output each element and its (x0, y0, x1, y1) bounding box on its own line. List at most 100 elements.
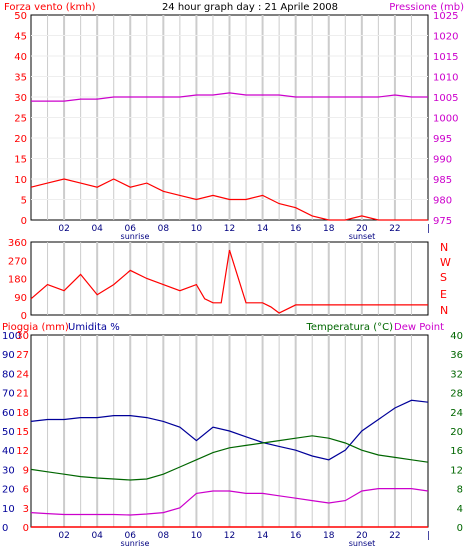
wind-direction-line (30, 249, 428, 314)
rain-tick-label: 18 (16, 408, 29, 419)
pressure-tick-label: 985 (433, 175, 452, 186)
pressure-tick-label: 1025 (433, 11, 458, 22)
temperature-tick-label: 36 (450, 350, 463, 361)
direction-panel: 0 90 180 270 360 N W S E N (8, 238, 451, 322)
sunset-label-bottom: sunset (349, 539, 376, 548)
wind-tick-label: 50 (14, 11, 27, 22)
wind-axis-label: Forza vento (kmh) (4, 2, 96, 13)
rain-tick-label: 27 (16, 350, 29, 361)
rain-tick-label: 0 (23, 523, 29, 534)
p3-hour-label: 08 (158, 531, 170, 541)
p3-hour-label: 20 (356, 531, 368, 541)
wind-speed-line (30, 178, 428, 221)
humidity-tick-label: 40 (2, 446, 15, 457)
dewpoint-line (30, 488, 429, 516)
direction-tick-label: 90 (14, 293, 27, 304)
temperature-tick-label: 16 (450, 446, 463, 457)
pressure-tick-label: 990 (433, 155, 452, 166)
wind-tick-label: 35 (14, 73, 27, 84)
p1-hour-label: 22 (389, 224, 400, 234)
pressure-axis-label: Pressione (mb) (389, 2, 464, 13)
p1-hour-label: 10 (191, 224, 203, 234)
rain-tick-label: 12 (16, 446, 29, 457)
temp-humidity-panel: 0102030405060708090100036912151821242730… (2, 322, 463, 548)
p3-hour-label: 04 (91, 531, 103, 541)
p3-hour-label: 10 (191, 531, 203, 541)
humidity-tick-label: 60 (2, 408, 15, 419)
direction-grid (47, 242, 412, 315)
direction-label-s: S (440, 271, 447, 284)
pressure-tick-label: 1005 (433, 93, 458, 104)
wind-tick-label: 30 (14, 93, 27, 104)
p1-hour-label: 16 (290, 224, 302, 234)
rain-tick-label: 24 (16, 369, 29, 380)
pressure-tick-label: 980 (433, 196, 452, 207)
wind-tick-label: 40 (14, 52, 27, 63)
humidity-tick-label: 10 (2, 504, 15, 515)
pressure-tick-label: 1010 (433, 73, 458, 84)
direction-tick-label: 180 (8, 275, 27, 286)
p1-hour-label: 20 (356, 224, 368, 234)
p3-hour-label: 06 (125, 531, 137, 541)
pressure-tick-label: 1000 (433, 114, 458, 125)
sunset-label: sunset (349, 232, 376, 241)
temperature-tick-label: 32 (450, 369, 463, 380)
humidity-line (30, 399, 429, 461)
temperature-tick-label: 8 (457, 485, 463, 496)
dewpoint-axis-label: Dew Point (394, 322, 444, 333)
humidity-tick-label: 80 (2, 369, 15, 380)
pressure-tick-label: 1015 (433, 52, 458, 63)
temperature-line (30, 435, 429, 481)
sunrise-label: sunrise (121, 232, 150, 241)
p3-hour-label: 02 (58, 531, 69, 541)
direction-tick-label: 270 (8, 256, 27, 267)
p1-hour-label: 02 (58, 224, 69, 234)
p3-hour-label: 14 (257, 531, 269, 541)
temperature-tick-label: 0 (457, 523, 463, 534)
p1-hour-label: 06 (125, 224, 137, 234)
pressure-tick-label: 995 (433, 134, 452, 145)
p1-hour-label: 08 (158, 224, 170, 234)
pressure-tick-label: 1020 (433, 32, 458, 43)
direction-label-n-top: N (440, 241, 448, 254)
pressure-line (31, 92, 428, 102)
p3-hour-label: 16 (290, 531, 302, 541)
humidity-tick-label: 90 (2, 350, 15, 361)
wind-pressure-grid (31, 15, 428, 220)
p1-hour-label: 04 (91, 224, 103, 234)
rain-tick-label: 3 (23, 504, 29, 515)
p1-hour-label: 12 (224, 224, 235, 234)
p3-end-tick: | (427, 531, 430, 541)
humidity-axis-label: Umidita % (68, 322, 120, 333)
humidity-tick-label: 50 (2, 427, 15, 438)
wind-tick-label: 20 (14, 134, 27, 145)
wind-pressure-panel: 0510152025303540455097598098599099510001… (4, 2, 464, 241)
rain-tick-label: 21 (16, 389, 29, 400)
temperature-tick-label: 24 (450, 408, 463, 419)
direction-label-w: W (440, 256, 451, 269)
rain-axis-label: Pioggia (mm) (2, 322, 69, 333)
p1-hour-label: 14 (257, 224, 269, 234)
wind-tick-label: 5 (21, 196, 27, 207)
p1-hour-label: 18 (323, 224, 335, 234)
wind-tick-label: 10 (14, 175, 27, 186)
wind-tick-label: 0 (21, 216, 27, 227)
direction-tick-label: 360 (8, 238, 27, 249)
wind-pressure-axes: 0510152025303540455097598098599099510001… (14, 11, 458, 234)
temp-humidity-grid (47, 335, 412, 527)
direction-label-e: E (440, 288, 447, 301)
temperature-tick-label: 28 (450, 389, 463, 400)
rain-tick-label: 30 (16, 331, 29, 342)
direction-tick-label: 0 (21, 311, 27, 322)
p1-end-tick: | (427, 224, 430, 234)
wind-tick-label: 25 (14, 114, 27, 125)
pressure-tick-label: 975 (433, 216, 452, 227)
temperature-tick-label: 40 (450, 331, 463, 342)
chart-title: 24 hour graph day : 21 Aprile 2008 (162, 2, 338, 13)
temp-humidity-axes: 0102030405060708090100036912151821242730… (2, 331, 463, 541)
humidity-tick-label: 0 (2, 523, 8, 534)
wind-pressure-series (30, 92, 428, 221)
temperature-tick-label: 4 (457, 504, 463, 515)
